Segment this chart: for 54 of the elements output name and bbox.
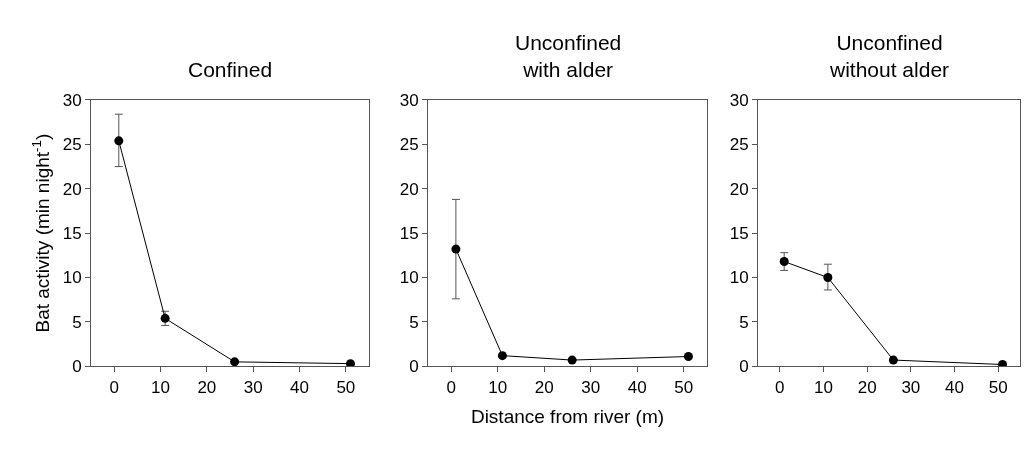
x-tick-label: 50	[336, 377, 356, 397]
x-tick-label: 20	[197, 377, 217, 397]
y-tick-label: 0	[409, 357, 419, 377]
y-tick-label: 10	[62, 268, 82, 288]
y-tick-label: 25	[399, 135, 419, 155]
x-tick-label: 40	[290, 377, 309, 397]
x-tick-label: 0	[446, 377, 456, 397]
point	[998, 360, 1008, 367]
y-tick-label: 20	[729, 179, 749, 199]
point	[345, 359, 355, 367]
y-tick-label: 10	[399, 268, 419, 288]
y-tick-label: 0	[72, 357, 82, 377]
x-tick-label: 30	[581, 377, 601, 397]
y-tick-label: 5	[409, 312, 419, 332]
point	[497, 351, 507, 361]
x-tick-label: 30	[243, 377, 263, 397]
y-tick-label: 25	[729, 135, 749, 155]
chart-title: Confined	[188, 58, 273, 81]
x-tick-label: 10	[151, 377, 170, 397]
x-tick-label: 0	[109, 377, 119, 397]
y-tick-label: 30	[399, 90, 419, 110]
x-axis-title: Distance from river (m)	[470, 406, 665, 428]
y-tick-label: 10	[729, 268, 749, 288]
point	[779, 257, 789, 267]
point	[451, 244, 461, 254]
point	[683, 352, 693, 362]
y-tick-label: 30	[62, 90, 82, 110]
y-tick-label: 20	[62, 179, 82, 199]
x-tick-label: 50	[674, 377, 694, 397]
x-tick-label: 40	[627, 377, 647, 397]
point	[114, 136, 124, 146]
y-tick-label: 30	[729, 90, 749, 110]
y-tick-label: 25	[62, 135, 82, 155]
y-tick-label: 15	[399, 224, 419, 244]
y-tick-label: 15	[729, 224, 749, 244]
x-tick-label: 40	[945, 377, 964, 397]
x-tick-label: 20	[534, 377, 554, 397]
y-tick-label: 0	[739, 357, 749, 377]
y-tick-label: 20	[399, 179, 419, 199]
chart-title: Unconfined without alder	[829, 31, 950, 82]
point	[823, 273, 833, 283]
y-tick-label: 5	[739, 312, 749, 332]
chart-title: Unconfined with alder	[515, 31, 622, 82]
x-tick-label: 10	[488, 377, 508, 397]
point	[567, 355, 577, 365]
x-tick-label: 20	[857, 377, 877, 397]
x-tick-label: 30	[901, 377, 921, 397]
point	[888, 355, 898, 365]
x-tick-label: 10	[814, 377, 833, 397]
y-tick-label: 15	[62, 224, 82, 244]
x-tick-label: 0	[775, 377, 785, 397]
y-tick-label: 5	[72, 312, 82, 332]
point	[230, 357, 240, 367]
x-tick-label: 50	[988, 377, 1008, 397]
